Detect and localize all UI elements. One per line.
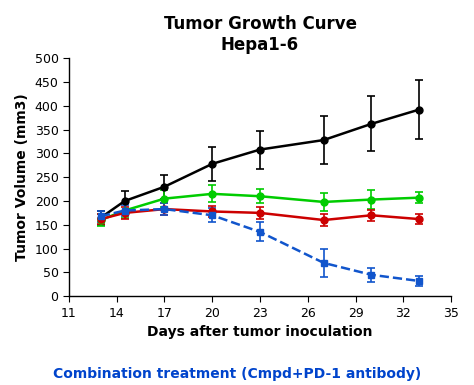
Text: Combination treatment (Cmpd+PD-1 antibody): Combination treatment (Cmpd+PD-1 antibod… — [53, 367, 421, 381]
X-axis label: Days after tumor inoculation: Days after tumor inoculation — [147, 325, 373, 339]
Y-axis label: Tumor Volume (mm3): Tumor Volume (mm3) — [15, 93, 29, 261]
Title: Tumor Growth Curve
Hepa1-6: Tumor Growth Curve Hepa1-6 — [164, 15, 356, 54]
